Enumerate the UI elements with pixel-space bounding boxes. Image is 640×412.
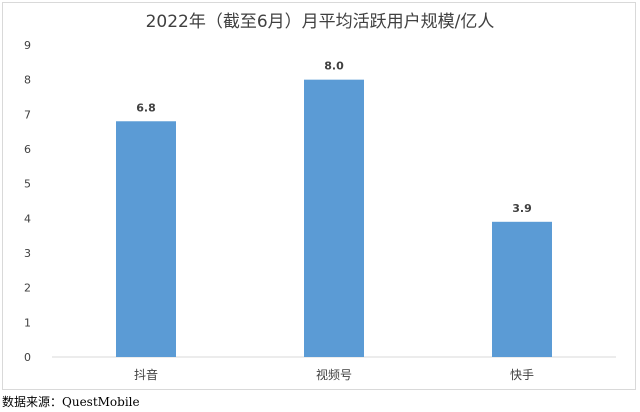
x-category-label: 抖音 xyxy=(134,367,158,382)
data-label: 8.0 xyxy=(324,60,344,73)
y-tick-label: 5 xyxy=(24,178,31,191)
y-tick-label: 1 xyxy=(24,316,31,329)
y-tick-label: 7 xyxy=(24,108,31,121)
bar-2 xyxy=(304,79,364,358)
y-tick-label: 3 xyxy=(24,247,31,260)
y-tick-label: 8 xyxy=(24,74,31,87)
source-note: 数据来源：QuestMobile xyxy=(2,395,140,409)
y-tick-label: 2 xyxy=(24,282,31,295)
data-label: 6.8 xyxy=(136,101,156,114)
bar-3 xyxy=(492,221,552,357)
x-category-label: 快手 xyxy=(510,368,534,382)
y-tick-label: 4 xyxy=(24,212,31,225)
bar-1 xyxy=(116,121,176,358)
y-tick-label: 9 xyxy=(24,39,31,52)
y-tick-label: 0 xyxy=(24,351,31,364)
y-tick-label: 6 xyxy=(24,143,31,156)
data-label: 3.9 xyxy=(512,202,532,215)
chart-title: 2022年（截至6月）月平均活跃用户规模/亿人 xyxy=(146,12,495,32)
bar-layer: 6.8 8.0 3.9 xyxy=(116,60,552,358)
x-category-label: 视频号 xyxy=(316,367,352,382)
